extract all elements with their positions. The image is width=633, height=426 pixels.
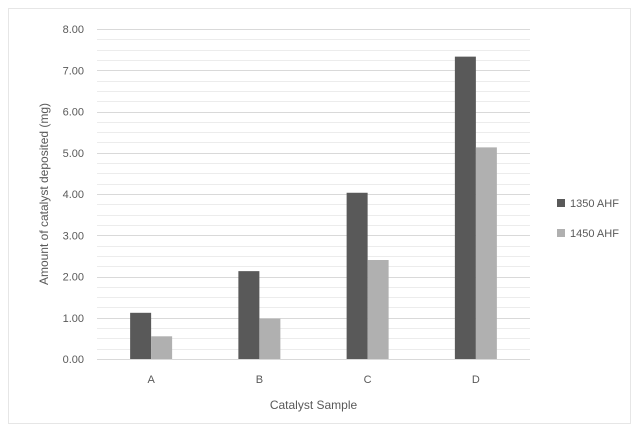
y-axis-ticks: 0.00 1.00 2.00 3.00 4.00 5.00 6.00 7.00 8.00 xyxy=(63,24,84,366)
y-tick-label: 8.00 xyxy=(63,24,84,36)
x-tick-label: D xyxy=(472,374,480,386)
y-tick-label: 7.00 xyxy=(63,65,84,77)
x-axis-ticks: A B C D xyxy=(147,374,479,386)
legend-swatch xyxy=(557,199,565,207)
bar-1350-ahf-c xyxy=(346,192,368,359)
y-tick-label: 1.00 xyxy=(63,313,84,325)
bar-1450-ahf-c xyxy=(367,260,389,359)
bar-1350-ahf-b xyxy=(238,271,260,359)
legend-swatch xyxy=(557,229,565,237)
bar-1450-ahf-a xyxy=(151,336,173,359)
legend-label: 1450 AHF xyxy=(570,228,619,240)
y-tick-label: 4.00 xyxy=(63,189,84,201)
y-tick-label: 3.00 xyxy=(63,230,84,242)
legend-label: 1350 AHF xyxy=(570,198,619,210)
y-tick-label: 0.00 xyxy=(63,354,84,366)
x-tick-label: A xyxy=(147,374,155,386)
bars xyxy=(130,56,497,359)
legend: 1350 AHF 1450 AHF xyxy=(557,198,619,240)
bar-1350-ahf-d xyxy=(454,56,476,359)
bar-1350-ahf-a xyxy=(130,312,152,359)
bar-1450-ahf-b xyxy=(259,318,281,359)
y-tick-label: 2.00 xyxy=(63,272,84,284)
y-tick-label: 5.00 xyxy=(63,148,84,160)
x-axis-title: Catalyst Sample xyxy=(270,398,358,412)
bar-1450-ahf-d xyxy=(475,147,497,359)
x-tick-label: B xyxy=(256,374,263,386)
y-tick-label: 6.00 xyxy=(63,107,84,119)
x-tick-label: C xyxy=(364,374,372,386)
y-axis-title: Amount of catalyst deposited (mg) xyxy=(37,103,51,285)
